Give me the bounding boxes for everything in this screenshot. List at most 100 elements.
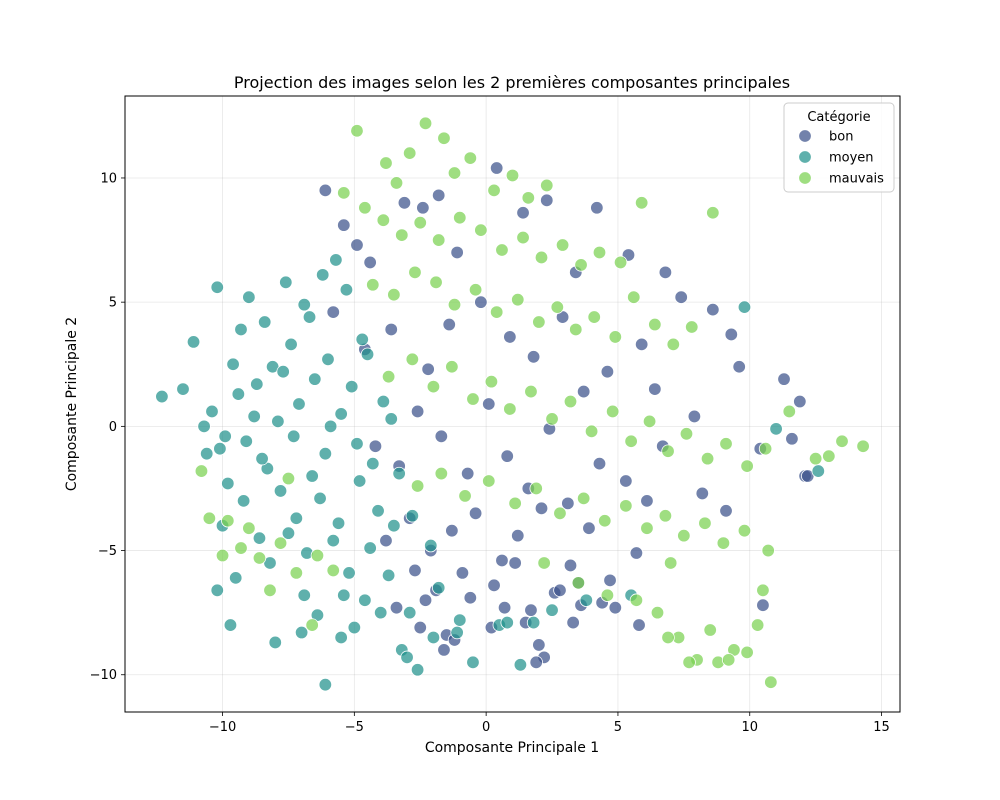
data-point-moyen <box>350 437 364 451</box>
data-point-moyen <box>205 404 219 419</box>
data-point-moyen <box>226 357 240 371</box>
data-point-moyen <box>236 494 251 508</box>
data-point-moyen <box>453 613 467 627</box>
data-point-mauvais <box>413 215 427 230</box>
data-point-mauvais <box>379 156 393 170</box>
data-point-bon <box>408 563 422 578</box>
data-point-mauvais <box>740 645 754 660</box>
data-point-moyen <box>402 605 417 620</box>
data-point-mauvais <box>326 563 340 578</box>
data-point-bon <box>603 573 617 588</box>
data-point-mauvais <box>389 176 404 190</box>
data-point-moyen <box>229 571 243 585</box>
legend-label-bon: bon <box>829 130 853 145</box>
data-point-bon <box>503 330 517 344</box>
data-point-moyen <box>297 297 311 312</box>
data-point-bon <box>421 362 435 376</box>
data-point-mauvais <box>429 275 443 289</box>
data-point-moyen <box>381 568 396 583</box>
data-point-mauvais <box>598 514 612 528</box>
data-point-bon <box>455 566 470 580</box>
legend-marker-bon <box>798 129 812 143</box>
data-point-bon <box>500 449 514 463</box>
y-tick-label: −5 <box>98 544 117 559</box>
data-point-bon <box>526 350 541 364</box>
data-point-moyen <box>221 476 235 491</box>
data-point-mauvais <box>289 566 304 580</box>
data-point-bon <box>532 638 546 652</box>
data-point-bon <box>540 193 554 208</box>
data-point-moyen <box>355 332 369 347</box>
legend-items: bon moyen mauvais <box>798 129 884 187</box>
data-point-bon <box>516 206 530 220</box>
data-point-bon <box>534 501 549 516</box>
data-point-mauvais <box>629 593 644 607</box>
data-point-mauvais <box>202 511 217 525</box>
data-point-moyen <box>352 474 367 488</box>
data-point-mauvais <box>553 506 567 520</box>
data-point-bon <box>632 618 646 632</box>
plot-frame <box>124 95 901 713</box>
data-point-bon <box>590 201 604 215</box>
x-axis-label: Composante Principale 1 <box>425 740 599 756</box>
y-axis-label: Composante Principale 2 <box>64 317 80 491</box>
data-point-mauvais <box>305 618 319 632</box>
x-axis-ticks: −10 −5 0 5 10 15 <box>209 712 890 735</box>
data-point-mauvais <box>721 653 736 667</box>
data-point-mauvais <box>703 623 717 637</box>
data-point-moyen <box>294 625 309 640</box>
data-point-moyen <box>392 466 406 481</box>
data-point-mauvais <box>682 655 696 670</box>
y-axis-ticks: −10 −5 0 5 10 <box>90 171 125 683</box>
data-point-mauvais <box>571 576 586 590</box>
data-point-moyen <box>358 593 372 607</box>
data-point-mauvais <box>482 474 496 488</box>
data-point-moyen <box>313 491 327 506</box>
data-point-moyen <box>234 322 248 337</box>
data-point-mauvais <box>666 337 680 352</box>
data-point-moyen <box>360 347 375 362</box>
data-point-moyen <box>347 620 362 635</box>
data-point-mauvais <box>418 116 433 131</box>
data-point-bon <box>576 384 591 399</box>
data-point-bon <box>553 583 567 597</box>
data-point-mauvais <box>489 305 504 319</box>
data-point-bon <box>474 295 488 309</box>
data-point-bon <box>434 429 449 443</box>
data-point-moyen <box>273 484 288 498</box>
data-point-bon <box>418 593 433 607</box>
legend: Catégorie bon moyen mauvais <box>783 102 895 193</box>
data-point-moyen <box>426 630 441 645</box>
data-point-mauvais <box>706 206 720 220</box>
data-point-mauvais <box>350 124 364 138</box>
data-point-moyen <box>258 315 272 329</box>
data-point-moyen <box>400 650 414 665</box>
data-point-moyen <box>210 280 224 294</box>
data-point-mauvais <box>487 183 501 198</box>
data-point-mauvais <box>466 392 480 406</box>
data-point-mauvais <box>358 201 372 215</box>
data-point-moyen <box>526 615 541 630</box>
data-point-bon <box>508 556 522 570</box>
data-point-moyen <box>252 531 267 545</box>
data-points <box>155 116 870 692</box>
data-point-bon <box>600 365 615 379</box>
data-point-mauvais <box>640 521 654 535</box>
data-point-mauvais <box>445 360 459 374</box>
data-point-mauvais <box>215 548 230 563</box>
data-point-mauvais <box>822 449 836 463</box>
data-point-moyen <box>297 588 311 602</box>
legend-title: Catégorie <box>807 110 870 125</box>
data-point-mauvais <box>698 516 712 530</box>
data-point-moyen <box>250 377 264 391</box>
data-point-mauvais <box>758 442 773 456</box>
data-point-bon <box>384 322 398 337</box>
data-point-moyen <box>308 372 322 386</box>
data-point-mauvais <box>410 479 425 493</box>
data-point-mauvais <box>756 583 770 597</box>
data-point-mauvais <box>252 551 267 565</box>
data-point-mauvais <box>468 283 483 297</box>
data-point-moyen <box>342 566 356 580</box>
data-point-moyen <box>737 300 752 314</box>
x-tick-label: 15 <box>873 720 890 735</box>
